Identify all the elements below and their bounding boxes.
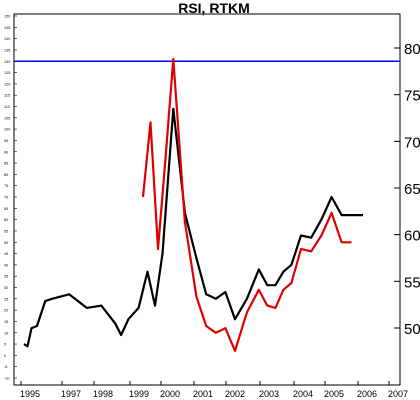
right-tick-label: 60 — [404, 228, 420, 245]
left-tick-label: 110 — [4, 105, 10, 109]
left-tick-label: 0 — [4, 354, 6, 358]
left-tick-label: 5 — [4, 343, 6, 347]
left-tick-label: 10 — [4, 331, 8, 335]
left-tick-label: 35 — [4, 275, 8, 279]
right-tick-label: 70 — [404, 134, 420, 151]
plot-frame — [13, 13, 401, 386]
right-tick-label: 80 — [404, 41, 420, 58]
left-tick-label: -5 — [4, 365, 7, 369]
x-tick-label: 2007 — [388, 389, 408, 399]
left-tick-label: 50 — [4, 241, 8, 245]
left-tick-label: 45 — [4, 252, 8, 256]
x-tick-label: 2006 — [357, 389, 377, 399]
x-tick-label: 2005 — [324, 389, 344, 399]
x-tick-label: 2004 — [293, 389, 313, 399]
series-line-1 — [23, 107, 363, 348]
left-tick-label: 90 — [4, 150, 8, 154]
right-tick-label: 75 — [404, 88, 420, 105]
x-tick-label: 2000 — [160, 389, 180, 399]
left-tick-label: 145 — [4, 26, 10, 30]
x-tick-label: 1998 — [93, 389, 113, 399]
left-tick-label: 95 — [4, 139, 8, 143]
left-tick-label: 30 — [4, 286, 8, 290]
right-tick-label: 50 — [404, 321, 420, 338]
right-tick-label: 65 — [404, 181, 420, 198]
left-tick-label: 105 — [4, 116, 10, 120]
right-tick-label: 55 — [404, 274, 420, 291]
x-tick-label: 1999 — [129, 389, 149, 399]
x-tick-label: 2001 — [193, 389, 213, 399]
chart-title: RSI, RTKM — [178, 0, 250, 16]
left-tick-label: 70 — [4, 196, 8, 200]
left-tick-label: 75 — [4, 184, 8, 188]
left-tick-label: 65 — [4, 207, 8, 211]
left-tick-label: 130 — [4, 60, 10, 64]
x-tick-label: 1995 — [20, 389, 40, 399]
left-tick-label: 140 — [4, 37, 10, 41]
left-tick-label: 150 — [4, 15, 10, 19]
left-tick-label: 100 — [4, 128, 10, 132]
x-tick-label: 2002 — [225, 389, 245, 399]
left-tick-label: 25 — [4, 297, 8, 301]
left-tick-label: 40 — [4, 263, 8, 267]
x-tick-label: 2003 — [259, 389, 279, 399]
left-tick-label: 85 — [4, 162, 8, 166]
left-tick-label: 60 — [4, 218, 8, 222]
x-tick-label: 1997 — [61, 389, 81, 399]
left-tick-label: 120 — [4, 82, 10, 86]
left-tick-label: 80 — [4, 173, 8, 177]
left-tick-label: 135 — [4, 48, 10, 52]
left-tick-label: 125 — [4, 71, 10, 75]
series-line-2 — [141, 57, 352, 352]
left-tick-label: 15 — [4, 320, 8, 324]
left-tick-label: 55 — [4, 229, 8, 233]
left-tick-label: 115 — [4, 94, 10, 98]
left-tick-label: -10 — [4, 377, 10, 381]
left-tick-label: 20 — [4, 309, 8, 313]
